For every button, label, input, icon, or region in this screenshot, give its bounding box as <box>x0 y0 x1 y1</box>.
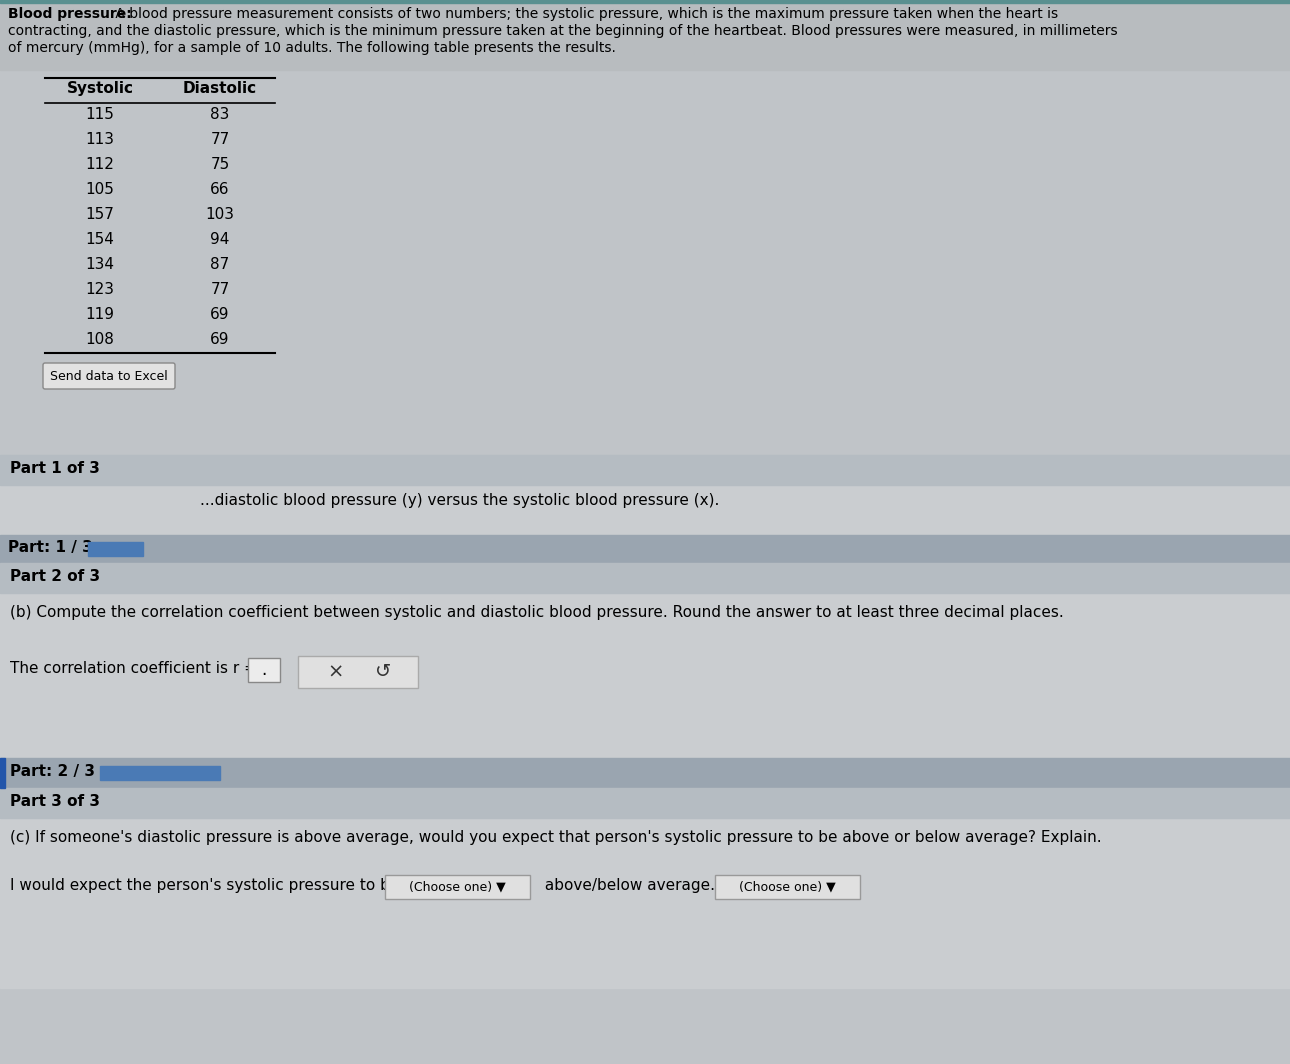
Text: above/below average.: above/below average. <box>541 878 715 893</box>
Text: (b) Compute the correlation coefficient between systolic and diastolic blood pre: (b) Compute the correlation coefficient … <box>10 605 1064 620</box>
Text: 69: 69 <box>210 307 230 322</box>
Bar <box>0 0 1290 3</box>
Bar <box>715 875 860 899</box>
Bar <box>0 0 1290 70</box>
Bar <box>0 455 1290 485</box>
Text: ×: × <box>328 663 344 682</box>
Bar <box>248 658 280 682</box>
Text: .: . <box>262 661 267 679</box>
Text: Part 3 of 3: Part 3 of 3 <box>10 794 101 809</box>
Text: Part: 2 / 3: Part: 2 / 3 <box>10 764 95 779</box>
Text: (Choose one) ▼: (Choose one) ▼ <box>409 881 506 894</box>
Text: 112: 112 <box>85 157 115 172</box>
Text: I would expect the person's systolic pressure to be: I would expect the person's systolic pre… <box>10 878 400 893</box>
Text: 154: 154 <box>85 232 115 247</box>
Bar <box>298 656 418 688</box>
Text: Blood pressure:: Blood pressure: <box>8 7 132 21</box>
Text: 75: 75 <box>210 157 230 172</box>
FancyBboxPatch shape <box>43 363 175 389</box>
Text: 105: 105 <box>85 182 115 197</box>
Text: 119: 119 <box>85 307 115 322</box>
Text: contracting, and the diastolic pressure, which is the minimum pressure taken at : contracting, and the diastolic pressure,… <box>8 24 1117 38</box>
Bar <box>0 563 1290 593</box>
Bar <box>88 542 143 556</box>
Text: ...diastolic blood pressure (y) versus the systolic blood pressure (x).: ...diastolic blood pressure (y) versus t… <box>200 493 720 508</box>
Text: ↺: ↺ <box>375 663 391 682</box>
Bar <box>101 766 221 780</box>
Text: 83: 83 <box>210 107 230 122</box>
Text: Send data to Excel: Send data to Excel <box>50 369 168 382</box>
Bar <box>0 535 1290 563</box>
Text: 123: 123 <box>85 282 115 297</box>
Text: 77: 77 <box>210 282 230 297</box>
Text: Part 2 of 3: Part 2 of 3 <box>10 569 101 584</box>
Text: A blood pressure measurement consists of two numbers; the systolic pressure, whi: A blood pressure measurement consists of… <box>111 7 1058 21</box>
Text: 77: 77 <box>210 132 230 147</box>
Bar <box>0 758 1290 788</box>
Text: of mercury (mmHg), for a sample of 10 adults. The following table presents the r: of mercury (mmHg), for a sample of 10 ad… <box>8 41 615 55</box>
Text: 115: 115 <box>85 107 115 122</box>
Text: 134: 134 <box>85 257 115 272</box>
Text: (c) If someone's diastolic pressure is above average, would you expect that pers: (c) If someone's diastolic pressure is a… <box>10 830 1102 845</box>
Text: Systolic: Systolic <box>67 81 133 96</box>
Text: Part: 1 / 3: Part: 1 / 3 <box>8 541 93 555</box>
Bar <box>0 788 1290 988</box>
Bar <box>0 758 5 788</box>
Bar <box>0 485 1290 535</box>
Text: The correlation coefficient is r =: The correlation coefficient is r = <box>10 661 257 676</box>
Bar <box>384 875 530 899</box>
Text: 157: 157 <box>85 207 115 222</box>
Text: 69: 69 <box>210 332 230 347</box>
Bar <box>0 563 1290 758</box>
Text: 108: 108 <box>85 332 115 347</box>
Text: (Choose one) ▼: (Choose one) ▼ <box>739 881 836 894</box>
Text: Diastolic: Diastolic <box>183 81 257 96</box>
Text: 87: 87 <box>210 257 230 272</box>
Text: 94: 94 <box>210 232 230 247</box>
Text: Part 1 of 3: Part 1 of 3 <box>10 461 99 476</box>
Text: 103: 103 <box>205 207 235 222</box>
Text: 113: 113 <box>85 132 115 147</box>
Text: 66: 66 <box>210 182 230 197</box>
Bar <box>0 788 1290 818</box>
